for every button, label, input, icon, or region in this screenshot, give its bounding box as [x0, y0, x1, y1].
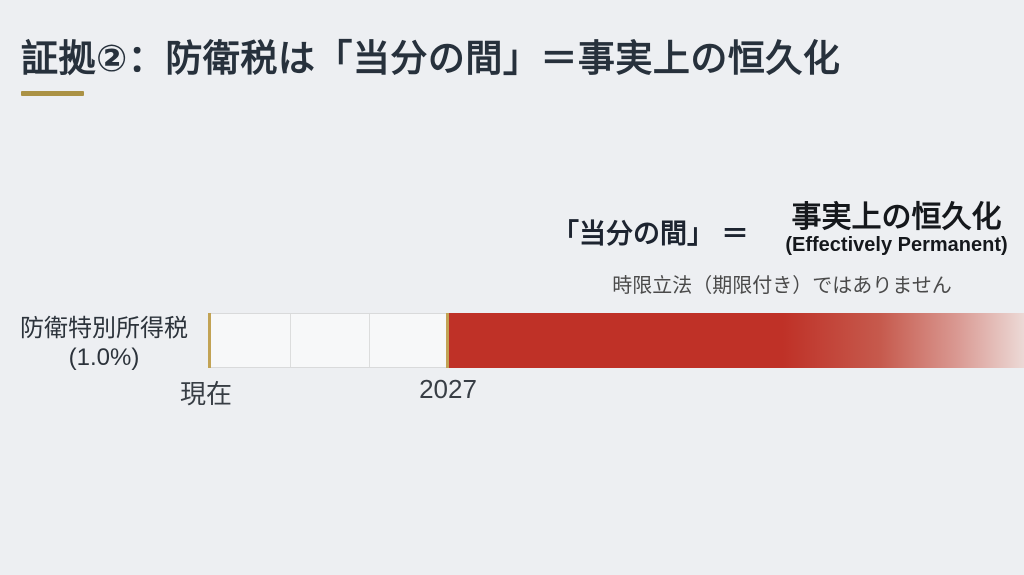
bar-segment-permanent-from-2027: [449, 313, 1024, 368]
timeline-tick-mark-2027: [446, 313, 449, 368]
timeline-tick-mark-now: [208, 313, 211, 368]
bar-row-label-line2: (1.0%): [68, 344, 140, 372]
equation-note: 時限立法（期限付き）ではありません: [612, 275, 952, 297]
equation-conclusion-block: 事実上の恒久化 (Effectively Permanent): [761, 201, 1024, 256]
slide-title: 証拠②：防衛税は「当分の間」＝事実上の恒久化: [21, 38, 841, 79]
equation-conclusion-jp: 事実上の恒久化: [791, 201, 1002, 234]
bar-segment-divider: [369, 314, 370, 367]
bar-row-label-line1: 防衛特別所得税: [20, 315, 188, 342]
tick-label-now: 現在: [179, 379, 232, 409]
equation-annotation: 「当分の間」 ＝ 事実上の恒久化 (Effectively Permanent): [552, 201, 1024, 256]
title-underline-accent: [21, 91, 84, 96]
bar-segment-current-to-2027: [211, 313, 446, 368]
equation-conclusion-en: (Effectively Permanent): [785, 234, 1008, 256]
equation-term: 「当分の間」 ＝: [552, 219, 749, 249]
timeline-bar: [208, 313, 1024, 368]
bar-segment-divider: [290, 314, 291, 367]
bar-row-label: 防衛特別所得税 (1.0%): [14, 314, 194, 373]
tick-label-2027: 2027: [419, 374, 477, 404]
